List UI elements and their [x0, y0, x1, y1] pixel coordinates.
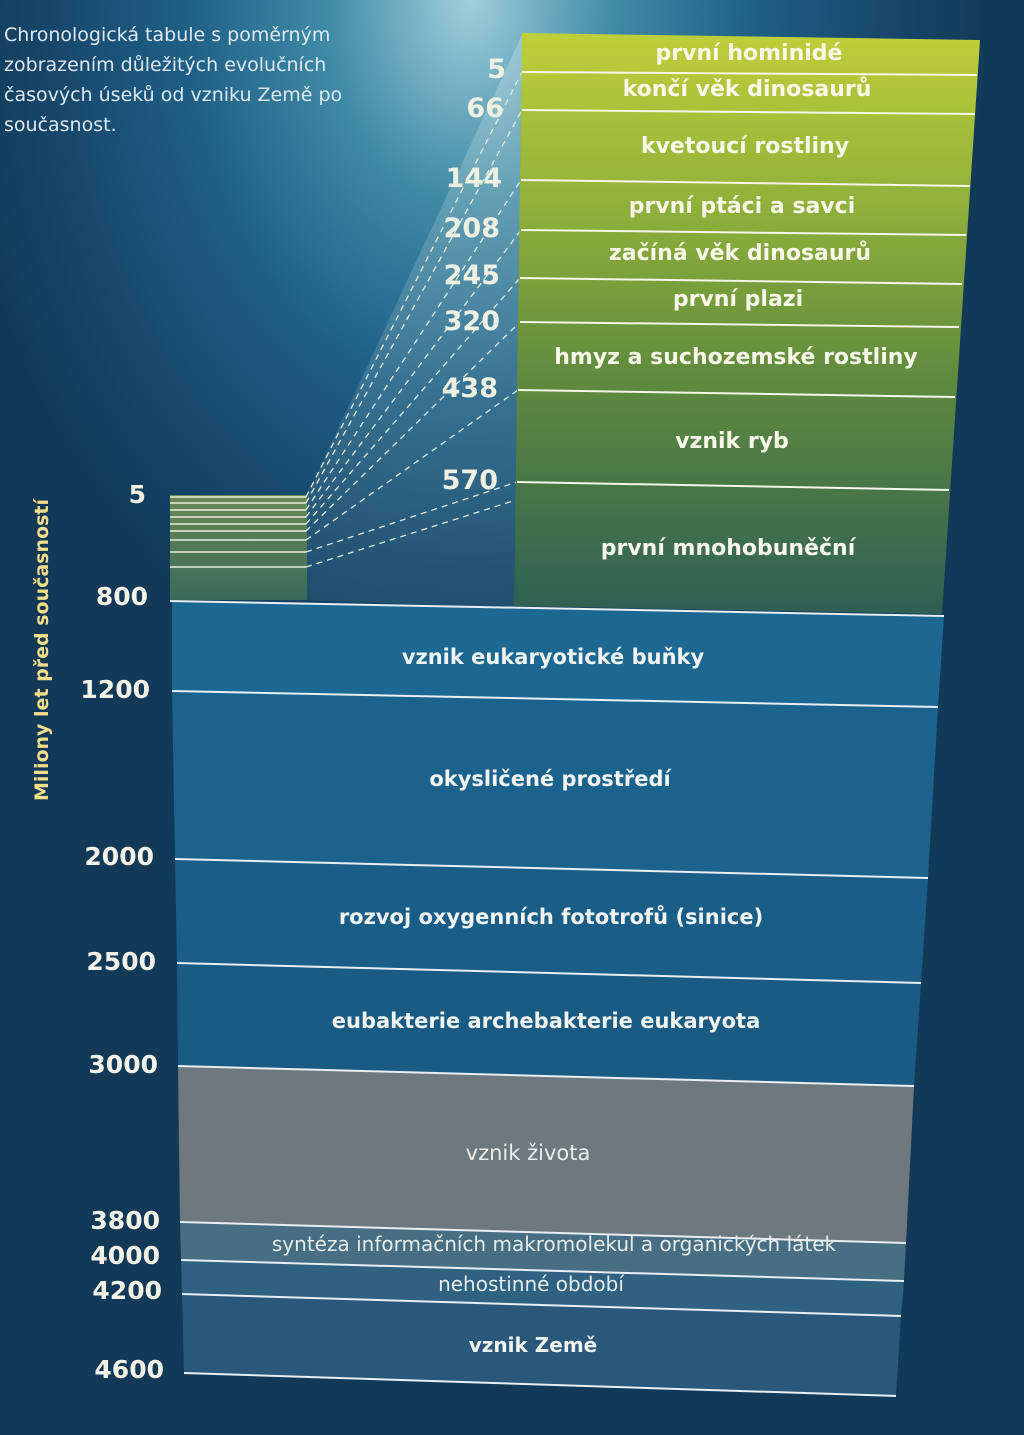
tick-label: 3800	[90, 1206, 160, 1235]
band-label: eubakterie archebakterie eukaryota	[331, 1009, 761, 1033]
detail-tick-label: 570	[441, 465, 498, 496]
band-domains	[177, 963, 921, 1086]
tick-label: 5	[128, 480, 146, 509]
tick-label: 1200	[80, 675, 150, 704]
intro-text: Chronologická tabule s poměrným zobrazen…	[4, 20, 364, 140]
band-cyanobacteria	[175, 859, 928, 983]
main-dividers	[169, 600, 945, 1397]
tick-label: 2000	[84, 842, 154, 871]
axis-label: Miliony let před současností	[31, 499, 53, 801]
tick-label: 4200	[92, 1276, 162, 1305]
detail-band-label: začíná věk dinosaurů	[608, 241, 872, 266]
tick-label: 2500	[86, 947, 156, 976]
intro-line: zobrazením důležitých evolučních	[4, 54, 327, 76]
intro-line: Chronologická tabule s poměrným	[4, 24, 331, 46]
detail-tick-label: 208	[443, 213, 500, 244]
tick-label: 4600	[94, 1355, 164, 1384]
band-label: vznik Země	[468, 1333, 598, 1357]
intro-line: současnost.	[4, 114, 117, 136]
detail-tick-label: 320	[443, 306, 500, 337]
detail-band-label: vznik ryb	[675, 429, 789, 454]
band-hostile	[181, 1260, 904, 1316]
detail-band-label: hmyz a suchozemské rostliny	[554, 345, 918, 370]
detail-band-label: první plazi	[672, 287, 804, 312]
detail-tick-label: 66	[466, 93, 504, 124]
detail-tick-label: 5	[487, 54, 506, 85]
detail-band-label: první ptáci a savci	[628, 194, 856, 219]
detail-tick-label: 245	[443, 260, 500, 291]
band-label: vznik eukaryotické buňky	[401, 645, 705, 669]
detail-band-label: první mnohobuněční	[600, 536, 856, 561]
band-label: rozvoj oxygenních fototrofů (sinice)	[338, 905, 764, 929]
tick-label: 4000	[90, 1241, 160, 1270]
stub-lines	[170, 496, 306, 568]
band-label: vznik života	[465, 1141, 591, 1165]
band-eukaryotic	[172, 601, 944, 707]
band-label: okysličené prostředí	[429, 767, 671, 791]
band-label: syntéza informačních makromolekul a orga…	[271, 1232, 837, 1256]
detail-dividers	[516, 71, 978, 491]
detail-tick-label: 144	[445, 163, 502, 194]
detail-column	[514, 33, 980, 614]
intro-line: časových úseků od vzniku Země po	[4, 84, 343, 106]
detail-tick-label: 438	[441, 373, 498, 404]
band-life	[178, 1066, 914, 1243]
tick-label: 800	[95, 582, 148, 611]
detail-band-label: končí věk dinosaurů	[622, 77, 872, 102]
detail-band-label: první hominidé	[655, 41, 843, 66]
band-earth	[182, 1294, 901, 1396]
band-label: nehostinné období	[438, 1272, 624, 1296]
projection-lines	[305, 71, 523, 568]
band-synthesis	[180, 1222, 906, 1281]
detail-band-label: kvetoucí rostliny	[640, 134, 850, 159]
tick-label: 3000	[88, 1050, 158, 1079]
recent-era-stub	[170, 495, 307, 600]
band-oxygen	[172, 691, 938, 878]
